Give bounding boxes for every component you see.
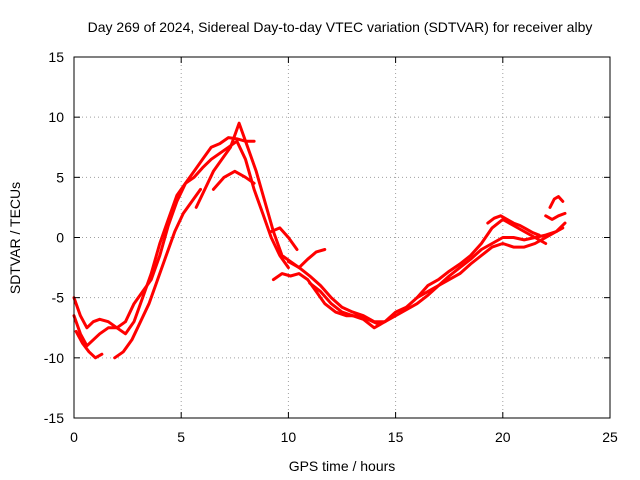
series-line-3 — [74, 329, 104, 360]
series-line-8 — [269, 226, 299, 251]
chart-title: Day 269 of 2024, Sidereal Day-to-day VTE… — [88, 19, 593, 35]
x-tick-label: 25 — [602, 429, 618, 445]
x-tick-label: 20 — [495, 429, 511, 445]
y-axis-label: SDTVAR / TECUs — [7, 182, 23, 294]
y-tick-label: -15 — [44, 410, 64, 426]
y-tick-label: 10 — [48, 109, 64, 125]
y-tick-label: 15 — [48, 49, 64, 65]
series-line-2 — [72, 136, 256, 348]
y-tick-label: -10 — [44, 350, 64, 366]
x-tick-label: 15 — [388, 429, 404, 445]
x-tick-label: 10 — [281, 429, 297, 445]
x-tick-labels: 0 5 10 15 20 25 — [70, 429, 618, 445]
series-line-4 — [113, 187, 202, 360]
series-line-6 — [211, 169, 256, 191]
data-series — [72, 121, 567, 360]
axis-ticks — [73, 56, 611, 419]
series-line-9 — [286, 226, 565, 324]
series-line-13 — [544, 211, 567, 221]
y-tick-label: -5 — [52, 290, 65, 306]
series-line-14 — [548, 195, 565, 209]
x-tick-label: 0 — [70, 429, 78, 445]
y-tick-labels: -15 -10 -5 0 5 10 15 — [44, 49, 64, 426]
x-axis-label: GPS time / hours — [289, 458, 396, 474]
series-line-10 — [308, 217, 548, 330]
y-tick-label: 5 — [56, 169, 64, 185]
series-line-12 — [486, 214, 541, 237]
series-line-5 — [194, 121, 327, 270]
series-line-1 — [72, 139, 290, 330]
y-tick-label: 0 — [56, 230, 64, 246]
x-tick-label: 5 — [177, 429, 185, 445]
series-line-11 — [415, 221, 567, 300]
